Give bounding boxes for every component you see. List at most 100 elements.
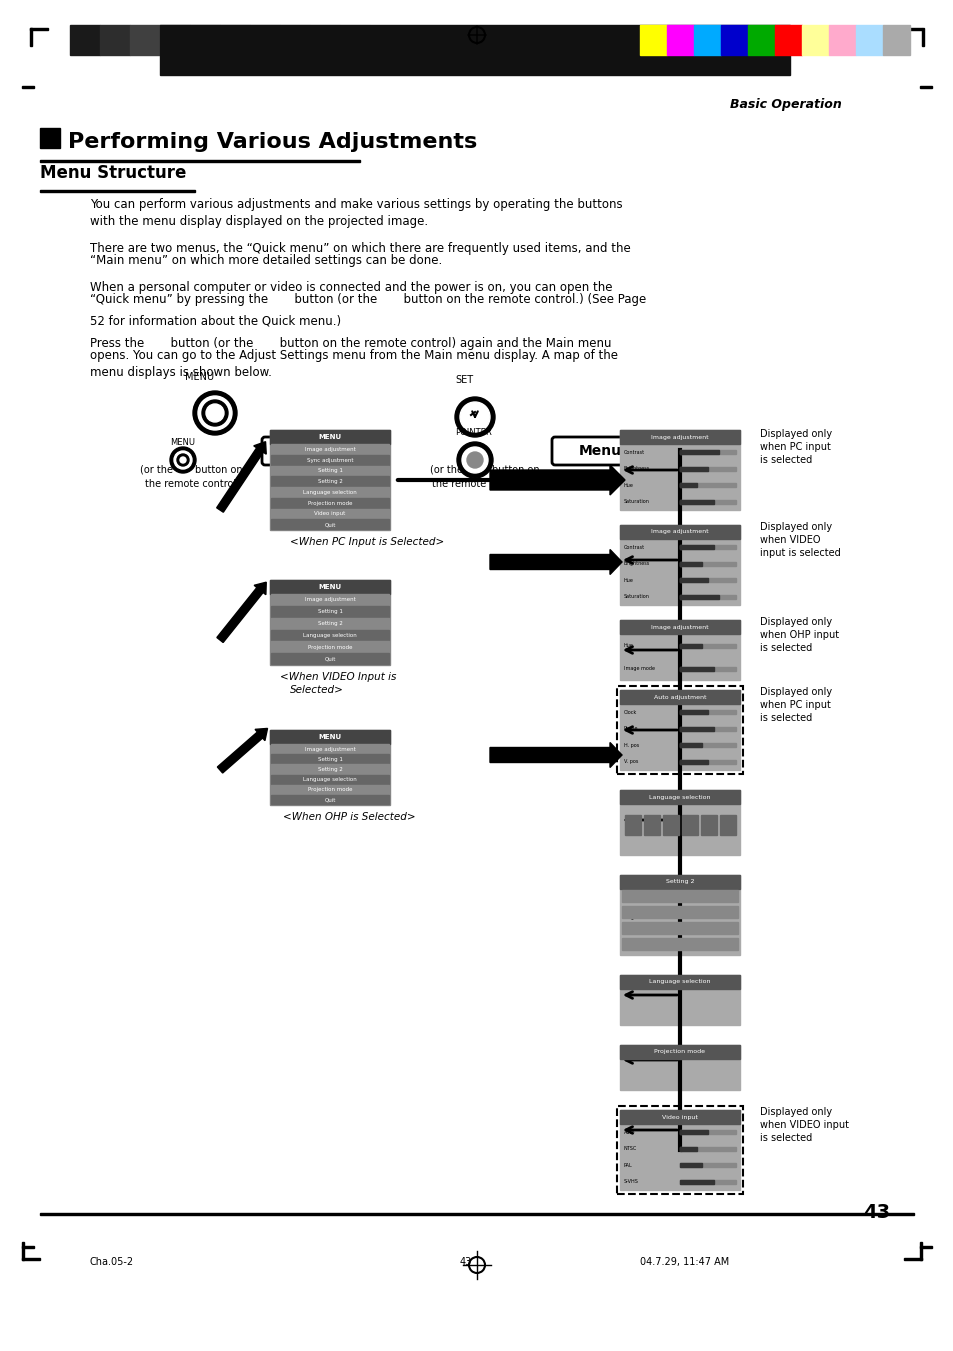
Text: Language selection: Language selection xyxy=(303,777,356,782)
Text: Setting 1: Setting 1 xyxy=(317,757,342,762)
Bar xyxy=(160,26,190,55)
Bar xyxy=(271,444,389,454)
Bar xyxy=(271,466,389,476)
Circle shape xyxy=(467,453,482,467)
Text: Projection mode: Projection mode xyxy=(308,501,352,505)
Bar xyxy=(679,1179,713,1183)
Bar xyxy=(679,1163,701,1167)
Text: Basic Operation: Basic Operation xyxy=(729,99,841,111)
Text: Image adjustment: Image adjustment xyxy=(304,747,355,751)
Bar xyxy=(619,526,740,605)
Bar xyxy=(40,159,359,162)
Bar xyxy=(339,26,370,55)
Bar xyxy=(919,1242,921,1260)
Text: Projection mode: Projection mode xyxy=(308,644,352,650)
Text: MENU: MENU xyxy=(170,438,194,447)
Bar xyxy=(619,690,740,704)
Bar xyxy=(679,546,713,550)
Text: is selected: is selected xyxy=(760,643,811,653)
Bar xyxy=(271,519,389,530)
Bar xyxy=(619,875,740,889)
Bar xyxy=(271,508,389,519)
Bar xyxy=(271,617,389,628)
Bar xyxy=(621,921,738,934)
FancyArrow shape xyxy=(490,550,621,574)
Text: NTSC: NTSC xyxy=(623,1146,637,1151)
Bar xyxy=(619,430,740,509)
FancyArrow shape xyxy=(217,728,267,773)
Bar xyxy=(621,907,738,917)
Bar xyxy=(270,430,390,530)
Text: input is selected: input is selected xyxy=(760,549,840,558)
Bar xyxy=(617,686,742,774)
Bar xyxy=(22,1258,40,1260)
Bar xyxy=(679,484,735,488)
Bar xyxy=(882,26,909,55)
Text: Main menu: Main menu xyxy=(281,444,368,458)
Text: Setting 1: Setting 1 xyxy=(317,609,342,615)
FancyArrow shape xyxy=(490,743,621,767)
Circle shape xyxy=(177,454,189,466)
Bar xyxy=(679,578,735,582)
Bar xyxy=(271,794,389,804)
Text: Selected>: Selected> xyxy=(290,685,343,694)
Text: opens. You can go to the Adjust Settings menu from the Main menu display. A map : opens. You can go to the Adjust Settings… xyxy=(90,349,618,362)
Bar xyxy=(619,790,740,804)
Text: H. pos: H. pos xyxy=(623,743,639,747)
Bar xyxy=(643,815,659,835)
Text: Auto adjustment: Auto adjustment xyxy=(653,694,705,700)
Bar xyxy=(190,26,220,55)
Bar xyxy=(774,26,801,55)
Bar xyxy=(250,26,280,55)
Bar xyxy=(271,497,389,508)
Text: the remote control): the remote control) xyxy=(432,480,526,489)
Text: Sync adjustment: Sync adjustment xyxy=(307,458,353,462)
Bar xyxy=(160,26,789,76)
Text: Setting 1: Setting 1 xyxy=(317,469,342,473)
Text: is selected: is selected xyxy=(760,1133,811,1143)
Bar xyxy=(679,666,735,670)
Circle shape xyxy=(180,457,186,463)
Text: Image adjustment: Image adjustment xyxy=(304,597,355,603)
Text: Contrast: Contrast xyxy=(623,544,644,550)
Text: When a personal computer or video is connected and the power is on, you can open: When a personal computer or video is con… xyxy=(90,281,612,295)
Bar xyxy=(679,666,713,670)
Text: 43: 43 xyxy=(459,1256,472,1267)
Text: <When PC Input is Selected>: <When PC Input is Selected> xyxy=(290,536,444,547)
Text: Brightness: Brightness xyxy=(623,466,650,471)
Text: is selected: is selected xyxy=(760,713,811,723)
Bar xyxy=(639,26,666,55)
Bar xyxy=(270,430,390,444)
Bar xyxy=(619,620,740,634)
Text: Image adjustment: Image adjustment xyxy=(651,435,708,439)
Bar xyxy=(621,890,738,902)
Text: Brightness: Brightness xyxy=(623,561,650,566)
Bar xyxy=(40,128,60,149)
Bar xyxy=(747,26,774,55)
Bar xyxy=(662,815,679,835)
Text: Projection mode: Projection mode xyxy=(654,1050,705,1055)
Text: <When VIDEO Input is: <When VIDEO Input is xyxy=(280,671,395,682)
Text: button on: button on xyxy=(194,465,242,476)
Text: Quit: Quit xyxy=(324,657,335,662)
Text: MENU: MENU xyxy=(318,584,341,590)
Text: Contrast: Contrast xyxy=(623,450,644,455)
Bar xyxy=(679,1147,696,1151)
Text: S-VHS: S-VHS xyxy=(623,1179,639,1185)
Bar xyxy=(679,500,735,504)
Text: menu displays is shown below.: menu displays is shown below. xyxy=(90,366,272,380)
FancyArrow shape xyxy=(216,442,266,512)
Bar xyxy=(619,790,740,855)
Text: when PC input: when PC input xyxy=(760,700,830,711)
Text: Phase: Phase xyxy=(623,727,638,731)
Bar xyxy=(619,526,740,539)
Bar xyxy=(30,28,48,30)
Text: Projection mode: Projection mode xyxy=(308,788,352,792)
Bar xyxy=(828,26,855,55)
Text: the remote control): the remote control) xyxy=(145,480,239,489)
Circle shape xyxy=(198,396,232,430)
Text: Displayed only: Displayed only xyxy=(760,1106,831,1117)
Bar xyxy=(271,785,389,794)
Text: Performing Various Adjustments: Performing Various Adjustments xyxy=(68,132,476,153)
Text: when OHP input: when OHP input xyxy=(760,630,839,640)
